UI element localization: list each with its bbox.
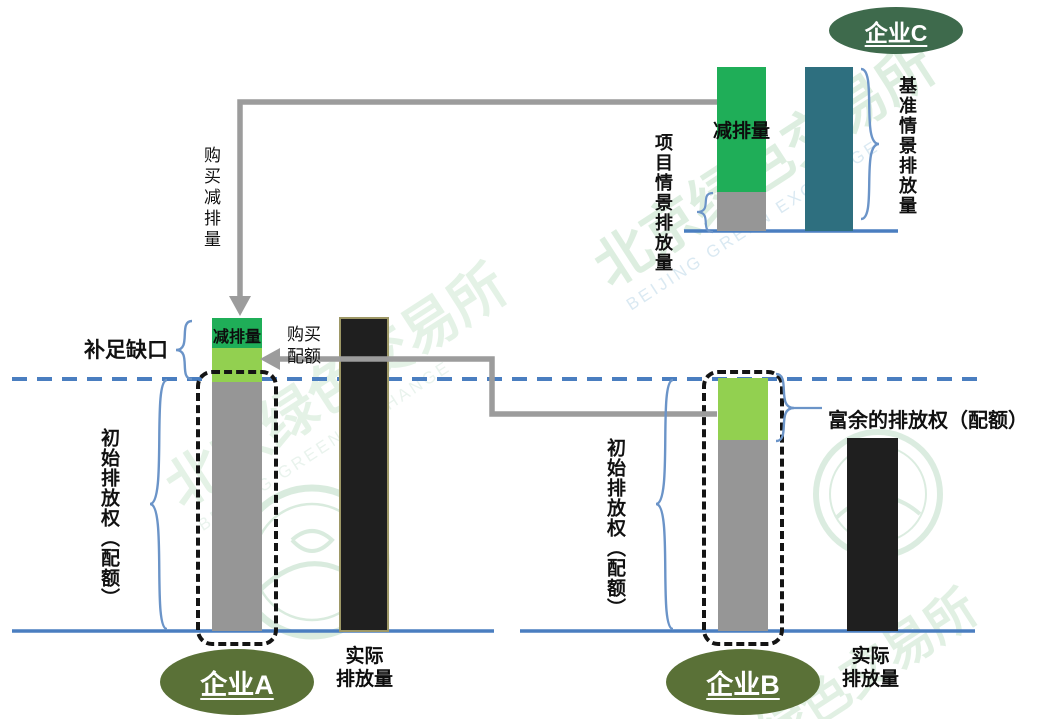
- b-actual-emissions-label: 实际 排放量: [833, 645, 908, 691]
- c-baseline-bar-teal: [805, 67, 853, 231]
- b-initial-quota-label: 初始排放权（配额）: [604, 438, 625, 618]
- enterprise-c-badge: 企业C: [829, 7, 963, 54]
- a-actual-emissions-bar-black: [339, 317, 389, 632]
- b-actual-emissions-bar-black: [847, 438, 898, 631]
- buy-reduction-label: 购买减排量: [201, 146, 220, 251]
- a-reduction-label: 减排量: [212, 329, 261, 346]
- a-initial-quota-label: 初始排放权（配额）: [98, 428, 119, 608]
- c-baseline-scenario-label: 基准情景排放量: [897, 76, 917, 216]
- b-actual-line1: 实际: [851, 646, 890, 667]
- b-quota-dashed-outline: [702, 370, 784, 646]
- a-actual-emissions-label: 实际 排放量: [327, 645, 402, 691]
- enterprise-a-badge: 企业A: [160, 649, 314, 715]
- enterprise-a-title: 企业A: [200, 669, 274, 700]
- c-reduction-label: 减排量: [713, 121, 771, 142]
- c-project-scenario-label: 项目情景排放量: [653, 133, 673, 273]
- c-project-bar-gray: [717, 192, 766, 231]
- buy-quota-line2: 配额: [287, 347, 321, 366]
- b-surplus-quota-segment: [718, 378, 768, 440]
- b-actual-line2: 排放量: [841, 669, 899, 690]
- a-quota-dashed-outline: [196, 370, 278, 646]
- a-gap-label: 补足缺口: [84, 339, 168, 362]
- a-purchased-reduction-segment: [212, 318, 262, 348]
- a-actual-line2: 排放量: [335, 669, 393, 690]
- buy-quota-label: 购买 配额: [287, 324, 321, 368]
- enterprise-b-title: 企业B: [706, 669, 780, 700]
- a-actual-line1: 实际: [345, 646, 384, 667]
- a-initial-quota-bar-gray: [212, 382, 262, 631]
- enterprise-c-title: 企业C: [864, 19, 928, 46]
- b-initial-quota-bar-gray: [718, 440, 768, 631]
- a-purchased-quota-segment: [212, 348, 262, 382]
- b-surplus-label: 富余的排放权（配额）: [828, 410, 1028, 432]
- buy-quota-line1: 购买: [287, 325, 321, 344]
- enterprise-b-badge: 企业B: [666, 649, 820, 715]
- c-reduction-bar-green: [717, 67, 766, 192]
